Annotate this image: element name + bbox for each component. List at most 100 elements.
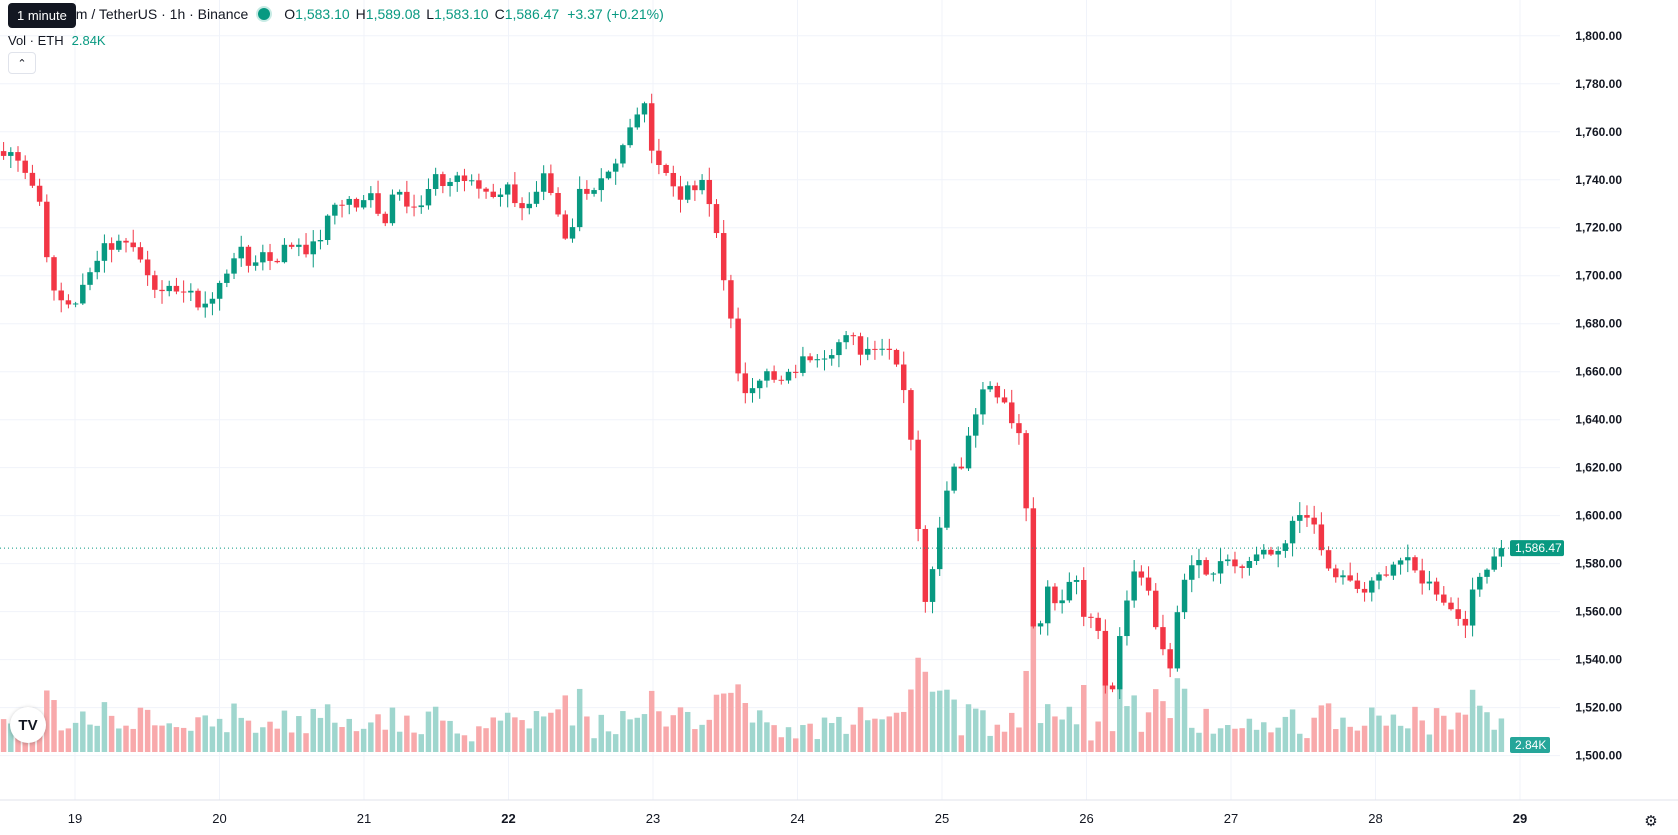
candle-body xyxy=(65,300,72,305)
time-tick-label: 28 xyxy=(1368,811,1382,826)
volume-bar xyxy=(1059,719,1065,752)
candle-body xyxy=(1253,554,1260,562)
candle-body xyxy=(497,194,504,197)
volume-bar xyxy=(872,718,878,752)
tradingview-logo-icon[interactable]: TV xyxy=(10,707,46,743)
volume-bar xyxy=(519,720,525,752)
volume-bar xyxy=(1167,718,1173,752)
candle-body xyxy=(483,188,489,192)
symbol-legend: um / TetherUS · 1h · Binance O 1,583.10 H… xyxy=(8,6,664,22)
market-status-dot-icon[interactable] xyxy=(258,8,271,20)
volume-bar xyxy=(490,717,497,752)
volume-bar xyxy=(612,734,619,752)
candle-body xyxy=(317,239,324,242)
volume-bar xyxy=(980,710,986,752)
volume-bar xyxy=(447,720,453,752)
current-price-tag-label: 1,586.47 xyxy=(1515,541,1562,555)
candle-body xyxy=(1369,580,1375,593)
open-label: O xyxy=(284,6,296,22)
volume-bar xyxy=(1217,728,1224,752)
candle-body xyxy=(1117,636,1123,690)
candle-body xyxy=(209,298,216,304)
candle-body xyxy=(533,191,540,204)
candle-body xyxy=(382,213,388,224)
candle-body xyxy=(857,336,864,355)
volume-bar xyxy=(1325,703,1332,752)
volume-bar xyxy=(504,712,511,752)
gear-icon[interactable]: ⚙ xyxy=(1644,813,1658,830)
volume-bar xyxy=(958,735,965,752)
candle-body xyxy=(569,227,576,239)
candle-body xyxy=(245,246,252,266)
candle-body xyxy=(1361,588,1368,593)
volume-bar xyxy=(598,714,605,752)
candle-body xyxy=(677,186,684,200)
volume-bar xyxy=(1397,725,1404,752)
volume-bar xyxy=(778,737,785,752)
candle-body xyxy=(1433,581,1440,595)
candle-body xyxy=(396,191,403,195)
volume-bar xyxy=(634,717,641,752)
price-candles xyxy=(0,93,1505,699)
volume-bar xyxy=(1052,716,1058,752)
candle-body xyxy=(1462,618,1469,626)
candle-body xyxy=(936,527,943,570)
change-value: +3.37 (+0.21%) xyxy=(567,6,664,22)
volume-bar xyxy=(1124,706,1130,752)
candle-body xyxy=(224,273,230,283)
candle-body xyxy=(720,233,727,281)
candle-body xyxy=(1016,423,1022,434)
candle-body xyxy=(216,282,223,299)
volume-bar xyxy=(1268,732,1274,752)
volume-bar xyxy=(1246,718,1253,752)
candle-body xyxy=(548,173,554,193)
volume-bar xyxy=(80,711,86,752)
volume-bar xyxy=(1102,684,1109,752)
volume-bar xyxy=(1275,727,1281,752)
volume-bar xyxy=(8,723,14,752)
candle-body xyxy=(137,247,144,260)
candle-body xyxy=(742,373,749,394)
volume-bar xyxy=(1131,695,1137,752)
volume-bar xyxy=(1239,728,1245,752)
candle-body xyxy=(440,174,446,187)
candle-body xyxy=(1261,549,1267,555)
candle-body xyxy=(116,240,122,250)
volume-bar xyxy=(1448,729,1454,752)
volume-bar xyxy=(548,712,554,752)
volume-bar xyxy=(339,727,345,752)
candle-body xyxy=(180,291,187,293)
candle-body xyxy=(699,179,705,191)
candle-body xyxy=(605,171,612,179)
volume-bar xyxy=(692,729,698,752)
low-label: L xyxy=(426,6,435,22)
candle-body xyxy=(360,200,367,208)
volume-bar xyxy=(1498,718,1505,752)
candle-body xyxy=(1455,609,1461,619)
candle-body xyxy=(80,284,86,304)
volume-bar xyxy=(1008,712,1015,752)
symbol-title[interactable]: um / TetherUS · 1h · Binance xyxy=(68,6,249,22)
candle-body xyxy=(0,151,7,156)
candle-body xyxy=(1196,560,1202,566)
candle-body xyxy=(1376,574,1382,581)
volume-bar xyxy=(850,724,857,752)
candle-body xyxy=(346,198,352,205)
candle-body xyxy=(1426,581,1433,584)
volume-bar xyxy=(101,702,108,752)
volume-bar xyxy=(432,706,439,752)
volume-bar xyxy=(1289,709,1296,752)
volume-bar xyxy=(87,724,93,752)
candle-body xyxy=(1390,564,1397,576)
volume-legend[interactable]: Vol · ETH 2.84K xyxy=(8,33,106,48)
volume-bar xyxy=(1361,725,1368,752)
candle-body xyxy=(29,172,36,186)
time-tick-label: 19 xyxy=(68,811,82,826)
volume-bar xyxy=(440,720,446,752)
volume-bar xyxy=(260,727,266,752)
candle-body xyxy=(828,355,835,359)
volume-bar xyxy=(497,720,504,752)
candle-body xyxy=(1203,560,1209,575)
collapse-button[interactable]: ⌃ xyxy=(8,52,36,74)
